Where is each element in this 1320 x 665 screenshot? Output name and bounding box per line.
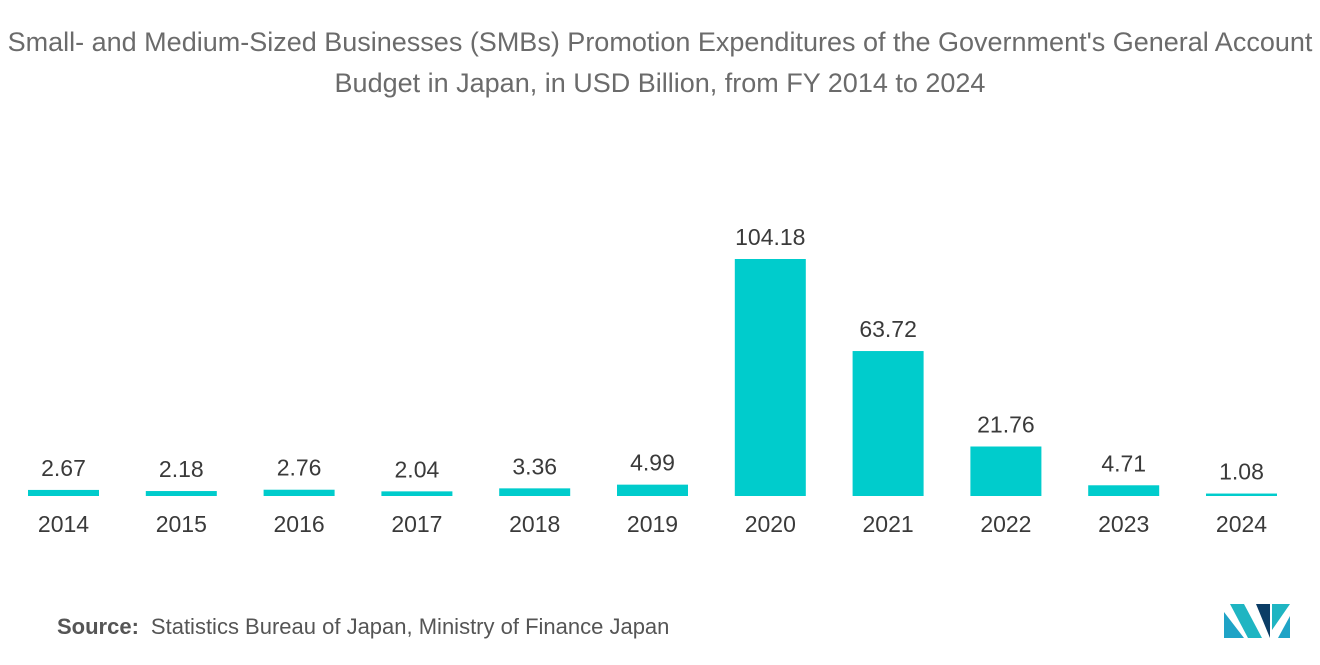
x-tick-label-2017: 2017 bbox=[391, 511, 442, 537]
value-label-2016: 2.76 bbox=[277, 455, 322, 481]
bar-2018 bbox=[499, 488, 571, 496]
x-tick-label-2021: 2021 bbox=[863, 511, 914, 537]
source-label: Source: bbox=[57, 614, 139, 639]
value-label-2015: 2.18 bbox=[159, 456, 204, 482]
bar-chart: 2.67 2014 2.18 2015 2.76 2016 2.04 2017 3.36 2018… bbox=[28, 224, 1277, 537]
value-label-2014: 2.67 bbox=[41, 455, 86, 481]
x-tick-label-2023: 2023 bbox=[1098, 511, 1149, 537]
x-tick-label-2020: 2020 bbox=[745, 511, 796, 537]
bar-2021 bbox=[852, 351, 924, 496]
value-label-2017: 2.04 bbox=[395, 456, 440, 482]
x-tick-label-2018: 2018 bbox=[509, 511, 560, 537]
value-label-2018: 3.36 bbox=[512, 453, 557, 479]
value-label-2023: 4.71 bbox=[1101, 450, 1146, 476]
value-label-2020: 104.18 bbox=[735, 224, 805, 250]
bar-2016 bbox=[263, 489, 335, 496]
x-tick-label-2016: 2016 bbox=[274, 511, 325, 537]
x-tick-label-2022: 2022 bbox=[980, 511, 1031, 537]
bar-2022 bbox=[970, 446, 1042, 496]
x-tick-label-2019: 2019 bbox=[627, 511, 678, 537]
value-label-2021: 63.72 bbox=[859, 316, 917, 342]
x-tick-label-2014: 2014 bbox=[38, 511, 89, 537]
chart-title: Small- and Medium-Sized Businesses (SMBs… bbox=[7, 27, 1313, 98]
value-label-2024: 1.08 bbox=[1219, 459, 1264, 485]
mordor-intelligence-logo-icon bbox=[1224, 604, 1290, 638]
source-note: Source: Statistics Bureau of Japan, Minis… bbox=[57, 614, 669, 640]
bar-2019 bbox=[617, 484, 688, 496]
bar-2020 bbox=[734, 259, 806, 496]
source-text: Statistics Bureau of Japan, Ministry of … bbox=[150, 614, 670, 639]
bar-2015 bbox=[145, 491, 217, 496]
bar-2014 bbox=[28, 489, 99, 496]
value-label-2022: 21.76 bbox=[977, 411, 1035, 437]
x-tick-label-2024: 2024 bbox=[1216, 511, 1267, 537]
bar-2023 bbox=[1088, 485, 1160, 496]
x-tick-label-2015: 2015 bbox=[156, 511, 207, 537]
bar-2017 bbox=[381, 491, 453, 496]
bar-2024 bbox=[1206, 493, 1277, 496]
value-label-2019: 4.99 bbox=[630, 450, 675, 476]
